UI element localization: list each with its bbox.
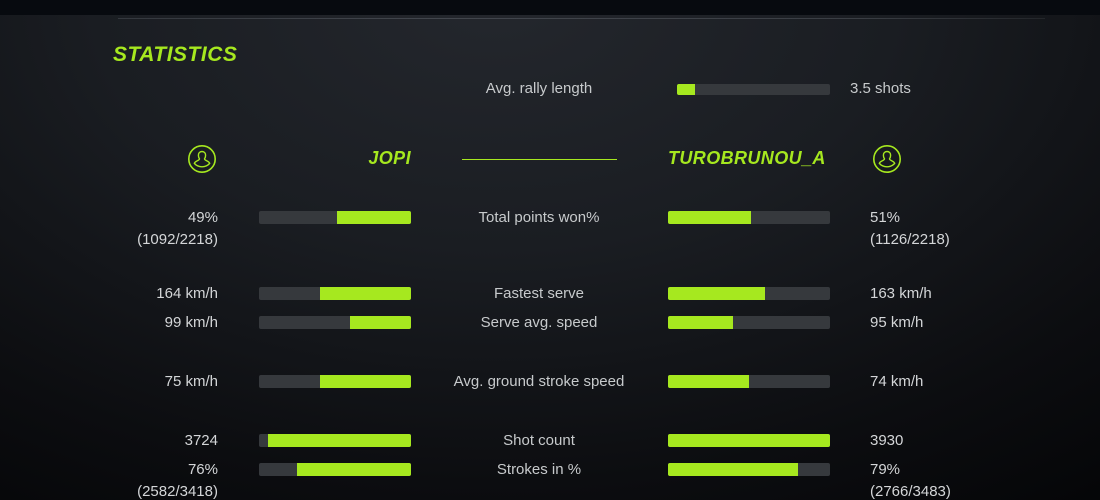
right-value: 74 km/h bbox=[870, 373, 924, 390]
left-stat-bar bbox=[259, 211, 411, 224]
rally-length-value: 3.5 shots bbox=[850, 80, 911, 97]
stat-row: 99 km/h Serve avg. speed 95 km/h bbox=[0, 312, 1100, 334]
right-value-main: 79% bbox=[870, 461, 901, 478]
rally-length-fill bbox=[677, 84, 696, 95]
left-value: 76% (2582/3418) bbox=[0, 459, 218, 500]
left-value-sub: (1092/2218) bbox=[137, 231, 218, 248]
right-stat-bar bbox=[668, 463, 830, 476]
right-stat-bar bbox=[668, 287, 830, 300]
left-stat-bar bbox=[259, 463, 411, 476]
stat-label: Strokes in % bbox=[496, 461, 582, 478]
right-value-sub: (1126/2218) bbox=[870, 231, 950, 248]
left-value: 3724 bbox=[184, 432, 218, 449]
right-value: 163 km/h bbox=[870, 285, 932, 302]
right-value: 95 km/h bbox=[870, 314, 924, 331]
right-value-main: 51% bbox=[870, 209, 901, 226]
stat-label: Fastest serve bbox=[493, 285, 585, 302]
right-stat-fill bbox=[668, 211, 751, 224]
left-stat-fill bbox=[268, 434, 411, 447]
user-icon bbox=[872, 144, 902, 174]
stat-label: Serve avg. speed bbox=[480, 314, 598, 331]
right-stat-fill bbox=[668, 316, 733, 329]
right-stat-bar bbox=[668, 434, 830, 447]
stat-row: 76% (2582/3418) Strokes in % 79% (2766/3… bbox=[0, 459, 1100, 500]
user-icon bbox=[187, 144, 217, 174]
stat-row: 49% (1092/2218) Total points won% 51% (1… bbox=[0, 207, 1100, 248]
top-divider bbox=[118, 18, 1045, 19]
left-stat-bar bbox=[259, 375, 411, 388]
stat-label: Shot count bbox=[503, 432, 575, 449]
left-stat-fill bbox=[319, 287, 411, 300]
left-value-main: 49% bbox=[187, 209, 218, 226]
rally-length-label: Avg. rally length bbox=[485, 80, 593, 97]
right-value: 79% (2766/3483) bbox=[870, 459, 1090, 500]
page-title: STATISTICS bbox=[113, 43, 238, 66]
right-stat-fill bbox=[668, 463, 798, 476]
right-stat-fill bbox=[668, 375, 749, 388]
left-stat-fill bbox=[336, 211, 411, 224]
right-stat-fill bbox=[668, 287, 766, 300]
right-stat-bar bbox=[668, 375, 830, 388]
right-stat-fill bbox=[668, 434, 830, 447]
left-value: 49% (1092/2218) bbox=[0, 207, 218, 251]
right-value-sub: (2766/3483) bbox=[870, 483, 951, 500]
right-stat-bar bbox=[668, 211, 830, 224]
header-divider bbox=[462, 159, 617, 160]
left-stat-bar bbox=[259, 434, 411, 447]
left-stat-fill bbox=[297, 463, 411, 476]
stat-row: 75 km/h Avg. ground stroke speed 74 km/h bbox=[0, 371, 1100, 393]
top-bar bbox=[0, 0, 1100, 15]
right-value: 51% (1126/2218) bbox=[870, 207, 1090, 251]
left-value-sub: (2582/3418) bbox=[137, 483, 218, 500]
player-right-name: TUROBRUNOU_A bbox=[668, 148, 826, 168]
left-stat-fill bbox=[319, 375, 411, 388]
stat-row: 164 km/h Fastest serve 163 km/h bbox=[0, 283, 1100, 305]
left-value: 99 km/h bbox=[164, 314, 218, 331]
left-value-main: 76% bbox=[187, 461, 218, 478]
stat-label: Avg. ground stroke speed bbox=[453, 373, 625, 390]
left-stat-bar bbox=[259, 287, 411, 300]
stat-row: 3724 Shot count 3930 bbox=[0, 430, 1100, 452]
left-stat-fill bbox=[350, 316, 411, 329]
stat-label: Total points won% bbox=[478, 209, 600, 226]
left-value: 75 km/h bbox=[164, 373, 218, 390]
rally-length-bar bbox=[677, 84, 830, 95]
left-value: 164 km/h bbox=[156, 285, 218, 302]
right-value: 3930 bbox=[870, 432, 904, 449]
left-stat-bar bbox=[259, 316, 411, 329]
right-stat-bar bbox=[668, 316, 830, 329]
player-left-name: JOPI bbox=[368, 148, 411, 168]
